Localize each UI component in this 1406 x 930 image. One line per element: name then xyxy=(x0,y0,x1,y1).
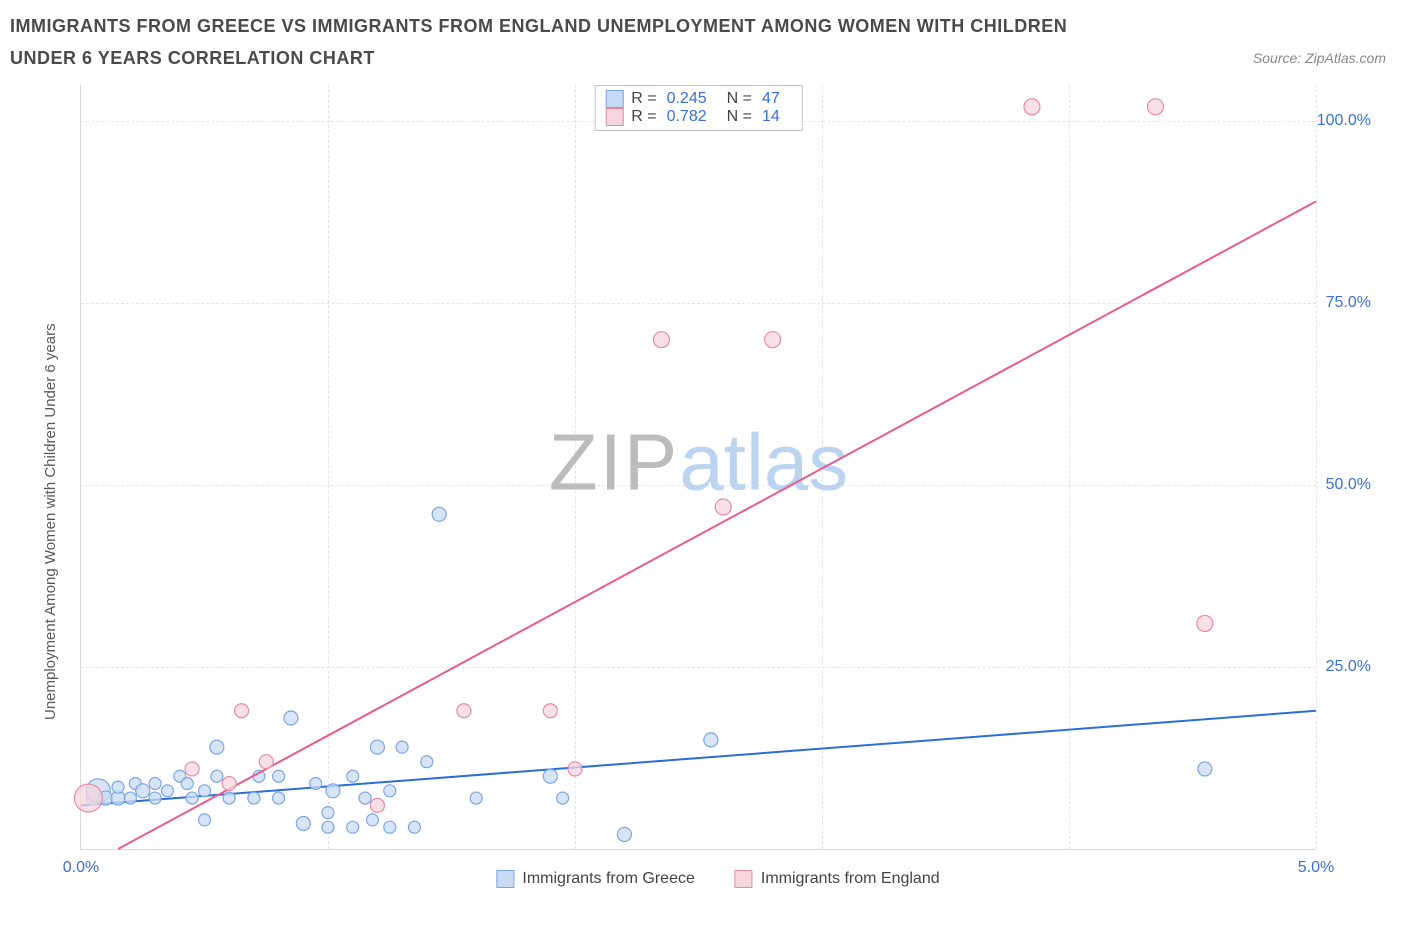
data-point xyxy=(259,755,273,769)
legend-swatch xyxy=(605,90,623,108)
x-tick-label-max: 5.0% xyxy=(1298,859,1334,877)
legend-r-label: R = xyxy=(631,108,656,126)
legend-r-value: 0.245 xyxy=(667,90,707,108)
data-point xyxy=(432,507,446,521)
data-point xyxy=(149,792,161,804)
data-point xyxy=(347,821,359,833)
y-axis-label: Unemployment Among Women with Children U… xyxy=(42,323,59,720)
data-point xyxy=(408,821,420,833)
series-legend: Immigrants from Greece Immigrants from En… xyxy=(496,870,939,888)
data-point xyxy=(765,332,781,348)
data-point xyxy=(1147,99,1163,115)
data-point xyxy=(136,784,150,798)
data-point xyxy=(185,762,199,776)
y-tick-label: 75.0% xyxy=(1326,294,1371,312)
data-point xyxy=(326,784,340,798)
legend-n-label: N = xyxy=(727,108,752,126)
data-point xyxy=(199,814,211,826)
legend-series-item: Immigrants from Greece xyxy=(496,870,694,888)
data-point xyxy=(370,798,384,812)
data-point xyxy=(322,807,334,819)
data-point xyxy=(568,762,582,776)
y-tick-label: 100.0% xyxy=(1317,112,1371,130)
data-point xyxy=(557,792,569,804)
y-tick-label: 50.0% xyxy=(1326,476,1371,494)
data-point xyxy=(223,792,235,804)
data-point xyxy=(161,785,173,797)
data-point xyxy=(457,704,471,718)
chart-container: Unemployment Among Women with Children U… xyxy=(60,80,1376,890)
legend-r-value: 0.782 xyxy=(667,108,707,126)
data-point xyxy=(284,711,298,725)
data-point xyxy=(124,792,136,804)
data-point xyxy=(112,781,124,793)
data-point xyxy=(211,770,223,782)
data-point xyxy=(704,733,718,747)
data-point xyxy=(1197,615,1213,631)
y-tick-label: 25.0% xyxy=(1326,658,1371,676)
legend-series-item: Immigrants from England xyxy=(735,870,940,888)
data-point xyxy=(74,784,102,812)
legend-n-value: 47 xyxy=(762,90,780,108)
correlation-legend: R = 0.245 N = 47 R = 0.782 N = 14 xyxy=(594,85,803,131)
data-point xyxy=(1198,762,1212,776)
legend-swatch xyxy=(496,870,514,888)
gridline-v xyxy=(1316,85,1317,849)
legend-n-label: N = xyxy=(727,90,752,108)
trend-line xyxy=(118,201,1316,849)
data-point xyxy=(396,741,408,753)
data-point xyxy=(617,827,631,841)
data-point xyxy=(384,785,396,797)
legend-swatch xyxy=(735,870,753,888)
legend-correlation-row: R = 0.245 N = 47 xyxy=(605,90,792,108)
legend-correlation-row: R = 0.782 N = 14 xyxy=(605,108,792,126)
data-point xyxy=(1024,99,1040,115)
data-point xyxy=(235,704,249,718)
scatter-plot-svg xyxy=(81,85,1316,849)
data-point xyxy=(186,792,198,804)
data-point xyxy=(199,785,211,797)
data-point xyxy=(222,777,236,791)
legend-swatch xyxy=(605,108,623,126)
data-point xyxy=(347,770,359,782)
legend-series-label: Immigrants from England xyxy=(761,870,940,888)
legend-n-value: 14 xyxy=(762,108,780,126)
data-point xyxy=(248,792,260,804)
data-point xyxy=(310,778,322,790)
data-point xyxy=(384,821,396,833)
legend-r-label: R = xyxy=(631,90,656,108)
data-point xyxy=(470,792,482,804)
source-label: Source: ZipAtlas.com xyxy=(1253,50,1386,66)
data-point xyxy=(296,817,310,831)
data-point xyxy=(370,740,384,754)
data-point xyxy=(210,740,224,754)
data-point xyxy=(322,821,334,833)
data-point xyxy=(273,770,285,782)
plot-area: ZIPatlas R = 0.245N = 47R = 0.782N = 14 … xyxy=(80,85,1316,850)
data-point xyxy=(273,792,285,804)
data-point xyxy=(715,499,731,515)
data-point xyxy=(543,704,557,718)
data-point xyxy=(653,332,669,348)
data-point xyxy=(366,814,378,826)
legend-series-label: Immigrants from Greece xyxy=(522,870,694,888)
data-point xyxy=(543,769,557,783)
chart-title: IMMIGRANTS FROM GREECE VS IMMIGRANTS FRO… xyxy=(10,10,1110,75)
data-point xyxy=(181,778,193,790)
x-tick-label-min: 0.0% xyxy=(63,859,99,877)
data-point xyxy=(359,792,371,804)
data-point xyxy=(421,756,433,768)
data-point xyxy=(149,778,161,790)
